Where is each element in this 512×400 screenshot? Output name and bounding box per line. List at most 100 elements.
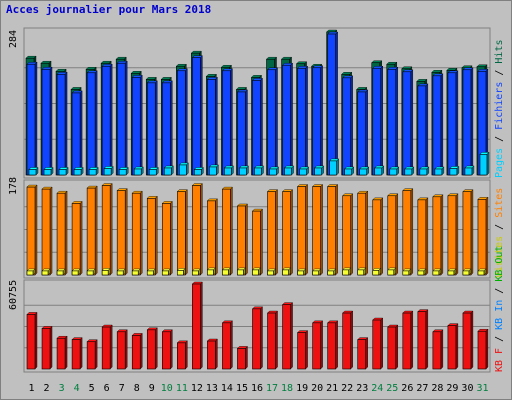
bar-pages-1 xyxy=(28,169,37,176)
bar-visites-10 xyxy=(161,270,169,276)
bar-pages-3 xyxy=(58,169,67,176)
bar-pages-9 xyxy=(148,169,157,176)
x-tick-label-30: 30 xyxy=(461,383,473,394)
bar-pages-10 xyxy=(163,167,172,176)
bar-kbf-2 xyxy=(41,328,51,370)
x-tick-label-13: 13 xyxy=(206,383,218,394)
bar-pages-8 xyxy=(133,168,142,176)
bar-visites-3 xyxy=(56,270,64,276)
bar-sites-8-side xyxy=(140,190,143,276)
bar-pages-15 xyxy=(239,167,247,176)
bar-kbf-22 xyxy=(342,312,351,370)
bar-kbf-18 xyxy=(282,304,291,370)
bar-visites-24 xyxy=(372,270,380,276)
legend-sites: Sites xyxy=(494,187,505,218)
bar-fichiers-7 xyxy=(116,62,126,176)
middle-max-label: 178 xyxy=(8,176,19,195)
bar-sites-28 xyxy=(432,196,442,276)
bar-kbf-23 xyxy=(357,339,367,370)
bar-visites-22 xyxy=(342,269,349,276)
bar-fichiers-4-side xyxy=(79,90,83,176)
bar-fichiers-19 xyxy=(297,67,306,176)
bar-fichiers-12 xyxy=(192,57,201,176)
x-tick-label-18: 18 xyxy=(281,383,293,394)
bar-visites-4 xyxy=(71,270,79,276)
legend-kbout: KB Out xyxy=(494,245,505,282)
bar-kbf-27 xyxy=(417,311,427,370)
bar-sites-11 xyxy=(177,191,186,276)
bar-kbf-6-side xyxy=(109,324,113,370)
x-tick-label-19: 19 xyxy=(296,383,308,394)
bar-fichiers-29 xyxy=(447,72,457,176)
bar-visites-15 xyxy=(237,269,244,276)
x-tick-label-17: 17 xyxy=(266,383,278,394)
bar-sites-6-side xyxy=(109,183,113,276)
bar-fichiers-11-side xyxy=(185,68,188,176)
bar-sites-13-side xyxy=(215,198,218,276)
bar-kbf-3 xyxy=(56,337,66,370)
bar-kbf-6 xyxy=(101,326,111,370)
bar-kbf-20 xyxy=(312,322,321,370)
bar-kbf-14-side xyxy=(230,320,233,370)
bar-fichiers-26 xyxy=(402,71,412,176)
bar-pages-18 xyxy=(284,167,292,176)
bar-kbf-7 xyxy=(116,331,126,370)
bar-pages-27 xyxy=(419,168,428,176)
bar-pages-31 xyxy=(479,154,488,176)
bar-fichiers-13 xyxy=(207,79,216,176)
bar-fichiers-10 xyxy=(161,82,171,176)
bar-sites-26 xyxy=(402,190,412,276)
bar-visites-17 xyxy=(267,270,274,276)
bar-fichiers-17 xyxy=(267,69,276,176)
bar-sites-30 xyxy=(462,191,472,276)
legend-kbin: KB In xyxy=(494,299,505,330)
bar-visites-11 xyxy=(177,270,184,276)
x-tick-label-29: 29 xyxy=(446,383,458,394)
bar-kbf-11-side xyxy=(185,340,188,370)
x-tick-label-28: 28 xyxy=(431,383,443,394)
bar-visites-25 xyxy=(387,269,395,276)
bar-kbf-4-side xyxy=(79,337,83,370)
bar-kbf-29 xyxy=(447,325,457,370)
bar-pages-11 xyxy=(179,164,187,176)
bar-sites-10 xyxy=(161,203,171,276)
x-tick-label-14: 14 xyxy=(221,383,233,394)
legend-kbf: KB F xyxy=(494,347,505,372)
bar-kbf-14 xyxy=(222,322,231,370)
bar-kbf-11 xyxy=(177,342,186,370)
bar-kbf-7-side xyxy=(124,329,128,370)
bar-pages-12 xyxy=(194,169,202,176)
bar-pages-7 xyxy=(118,169,127,176)
bar-fichiers-15 xyxy=(237,91,246,176)
bar-fichiers-9-side xyxy=(155,80,158,176)
x-tick-label-26: 26 xyxy=(401,383,413,394)
bar-sites-15 xyxy=(237,205,246,276)
bar-kbf-24 xyxy=(372,319,382,370)
bar-fichiers-14 xyxy=(222,70,231,176)
bar-sites-7 xyxy=(116,190,126,276)
bar-pages-23 xyxy=(359,168,368,176)
bar-visites-5 xyxy=(86,270,94,276)
x-tick-label-25: 25 xyxy=(386,383,398,394)
bar-visites-31 xyxy=(477,270,485,276)
bar-sites-18 xyxy=(282,191,291,276)
bar-sites-12 xyxy=(192,185,201,276)
bar-fichiers-8 xyxy=(131,77,141,176)
bar-fichiers-21 xyxy=(327,33,336,176)
bar-sites-29 xyxy=(447,195,457,276)
legend-pages: Pages xyxy=(494,147,505,178)
bar-sites-14 xyxy=(222,188,231,276)
bar-visites-21 xyxy=(327,270,334,276)
bar-fichiers-5-side xyxy=(94,70,98,176)
bar-sites-13 xyxy=(207,200,216,276)
x-tick-label-12: 12 xyxy=(191,383,203,394)
bottom-legend: KB F / KB In / KB Out xyxy=(494,245,505,372)
x-tick-label-27: 27 xyxy=(416,383,428,394)
bar-pages-2 xyxy=(43,169,52,176)
bar-visites-18 xyxy=(282,269,289,276)
bar-kbf-17 xyxy=(267,312,276,370)
bar-fichiers-6 xyxy=(101,65,111,176)
bar-pages-22 xyxy=(344,168,352,176)
bar-sites-3 xyxy=(56,192,66,276)
